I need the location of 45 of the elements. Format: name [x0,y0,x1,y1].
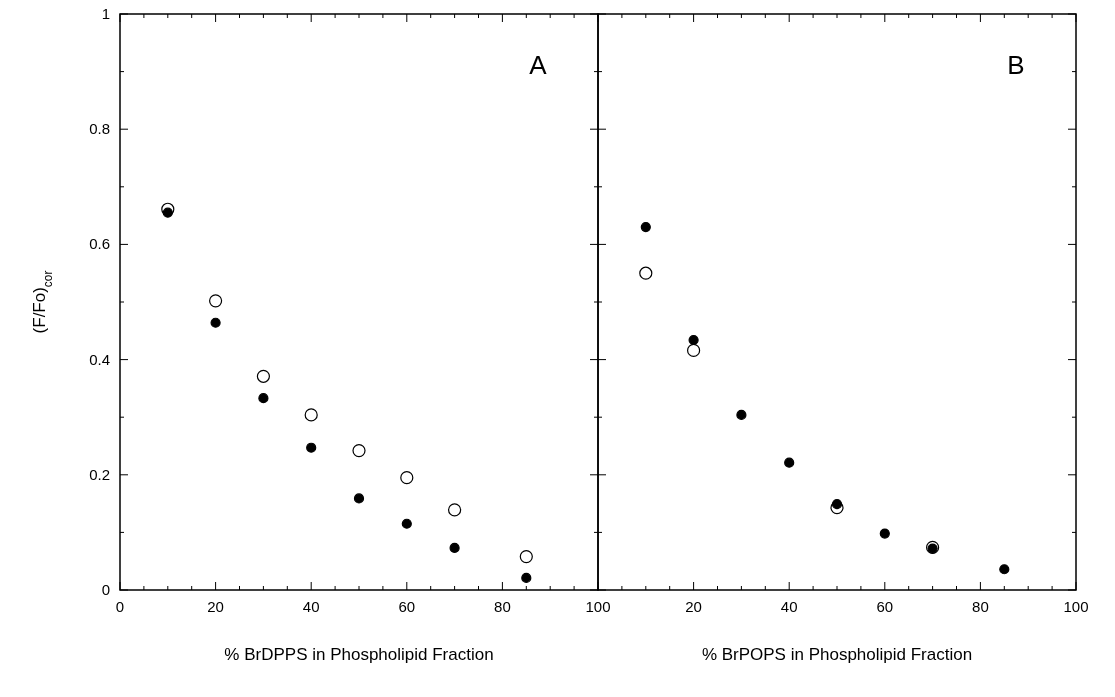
point [449,542,460,554]
point [258,393,269,404]
x-tick-label: 20 [207,598,224,615]
point [353,493,365,504]
point [306,442,317,453]
x-tick-label: 80 [494,598,511,615]
point [999,564,1010,575]
point [162,207,173,218]
x-tick-label: 80 [972,598,989,615]
point [448,503,462,517]
point [521,572,532,583]
point [256,369,270,383]
point [831,499,843,510]
point [519,549,533,564]
point [209,294,223,308]
x-tick-label: 40 [780,598,798,615]
x-axis-title: % BrDPPS in Phospholipid Fraction [224,645,494,664]
point [736,409,747,420]
y-tick-label: 0.4 [89,350,110,368]
point [639,266,653,280]
y-tick-label: 0.6 [89,235,110,253]
point [688,334,699,346]
x-axis-title: % BrPOPS in Phospholipid Fraction [701,645,973,664]
x-tick-label: 100 [585,598,611,615]
x-tick-label: 40 [302,598,320,615]
point [401,518,412,529]
y-tick-label: 0 [101,581,110,598]
x-tick-label: 100 [1063,598,1089,615]
point [352,444,366,458]
x-tick-label: 60 [398,598,416,615]
annotation: B [1007,50,1025,80]
point [640,222,651,233]
x-tick-label: 0 [115,598,125,615]
y-tick-label: 0.8 [89,120,110,138]
x-tick-label: 20 [685,598,702,615]
point [210,317,221,328]
x-tick-label: 60 [876,598,894,615]
point [784,457,795,468]
point [400,471,414,485]
point [304,408,318,422]
y-tick-label: 0.2 [89,465,110,483]
annotation: A [529,50,548,80]
point [687,343,701,357]
y-tick-label: 1 [101,5,110,22]
point [879,528,890,539]
